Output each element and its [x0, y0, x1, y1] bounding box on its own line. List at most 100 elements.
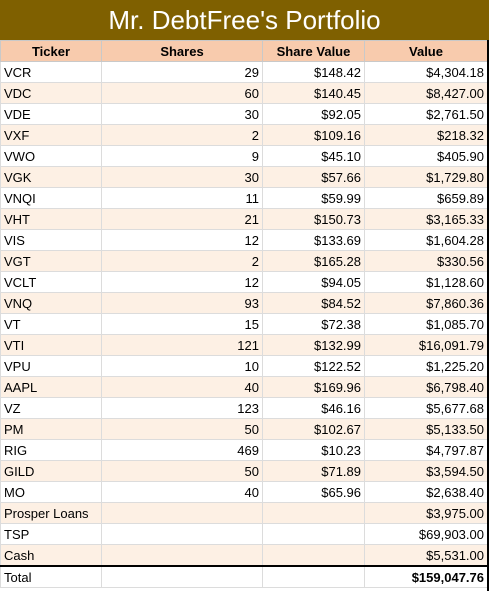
value-cell[interactable]: $1,604.28 [364, 229, 488, 251]
header-ticker[interactable]: Ticker [0, 40, 102, 62]
total-share-value-cell[interactable] [262, 565, 365, 588]
ticker-cell[interactable]: VCR [0, 61, 102, 83]
share-value-cell[interactable]: $122.52 [262, 355, 365, 377]
value-cell[interactable]: $5,133.50 [364, 418, 488, 440]
share-value-cell[interactable]: $10.23 [262, 439, 365, 461]
shares-cell[interactable]: 10 [101, 355, 263, 377]
share-value-cell[interactable]: $133.69 [262, 229, 365, 251]
shares-cell[interactable]: 2 [101, 124, 263, 146]
ticker-cell[interactable]: VNQI [0, 187, 102, 209]
ticker-cell[interactable]: VGT [0, 250, 102, 272]
shares-cell[interactable]: 30 [101, 166, 263, 188]
ticker-cell[interactable]: VXF [0, 124, 102, 146]
value-cell[interactable]: $7,860.36 [364, 292, 488, 314]
ticker-cell[interactable]: VTI [0, 334, 102, 356]
header-shares[interactable]: Shares [101, 40, 263, 62]
shares-cell[interactable]: 40 [101, 481, 263, 503]
share-value-cell[interactable]: $46.16 [262, 397, 365, 419]
shares-cell[interactable]: 469 [101, 439, 263, 461]
share-value-cell[interactable]: $102.67 [262, 418, 365, 440]
share-value-cell[interactable]: $72.38 [262, 313, 365, 335]
shares-cell[interactable]: 12 [101, 271, 263, 293]
share-value-cell[interactable]: $84.52 [262, 292, 365, 314]
shares-cell[interactable]: 123 [101, 397, 263, 419]
share-value-cell[interactable]: $57.66 [262, 166, 365, 188]
shares-cell[interactable]: 12 [101, 229, 263, 251]
value-cell[interactable]: $3,594.50 [364, 460, 488, 482]
value-cell[interactable]: $330.56 [364, 250, 488, 272]
shares-cell[interactable]: 50 [101, 418, 263, 440]
ticker-cell[interactable]: RIG [0, 439, 102, 461]
share-value-cell[interactable]: $165.28 [262, 250, 365, 272]
ticker-cell[interactable]: VT [0, 313, 102, 335]
value-cell[interactable]: $6,798.40 [364, 376, 488, 398]
ticker-cell[interactable]: GILD [0, 460, 102, 482]
share-value-cell[interactable]: $94.05 [262, 271, 365, 293]
total-label-cell[interactable]: Total [0, 565, 102, 588]
value-cell[interactable]: $5,677.68 [364, 397, 488, 419]
total-value-cell[interactable]: $159,047.76 [364, 565, 488, 588]
value-cell[interactable]: $5,531.00 [364, 544, 488, 567]
ticker-cell[interactable]: VWO [0, 145, 102, 167]
share-value-cell[interactable]: $45.10 [262, 145, 365, 167]
header-share-value[interactable]: Share Value [262, 40, 365, 62]
value-cell[interactable]: $1,225.20 [364, 355, 488, 377]
share-value-cell[interactable]: $65.96 [262, 481, 365, 503]
value-cell[interactable]: $3,975.00 [364, 502, 488, 524]
ticker-cell[interactable]: VCLT [0, 271, 102, 293]
sheet-title[interactable]: Mr. DebtFree's Portfolio [0, 0, 489, 40]
value-cell[interactable]: $69,903.00 [364, 523, 488, 545]
ticker-cell[interactable]: VIS [0, 229, 102, 251]
share-value-cell[interactable]: $148.42 [262, 61, 365, 83]
shares-cell[interactable]: 93 [101, 292, 263, 314]
ticker-cell[interactable]: VGK [0, 166, 102, 188]
header-value[interactable]: Value [364, 40, 488, 62]
value-cell[interactable]: $3,165.33 [364, 208, 488, 230]
shares-cell[interactable]: 11 [101, 187, 263, 209]
value-cell[interactable]: $1,128.60 [364, 271, 488, 293]
value-cell[interactable]: $8,427.00 [364, 82, 488, 104]
value-cell[interactable]: $659.89 [364, 187, 488, 209]
ticker-cell[interactable]: VZ [0, 397, 102, 419]
share-value-cell[interactable]: $109.16 [262, 124, 365, 146]
shares-cell[interactable]: 121 [101, 334, 263, 356]
value-cell[interactable]: $2,638.40 [364, 481, 488, 503]
shares-cell[interactable]: 21 [101, 208, 263, 230]
shares-cell[interactable] [101, 523, 263, 545]
shares-cell[interactable]: 60 [101, 82, 263, 104]
share-value-cell[interactable]: $169.96 [262, 376, 365, 398]
shares-cell[interactable] [101, 502, 263, 524]
value-cell[interactable]: $218.32 [364, 124, 488, 146]
value-cell[interactable]: $16,091.79 [364, 334, 488, 356]
value-cell[interactable]: $1,085.70 [364, 313, 488, 335]
share-value-cell[interactable]: $150.73 [262, 208, 365, 230]
ticker-cell[interactable]: VPU [0, 355, 102, 377]
ticker-cell[interactable]: VHT [0, 208, 102, 230]
ticker-cell[interactable]: VNQ [0, 292, 102, 314]
total-shares-cell[interactable] [101, 565, 263, 588]
shares-cell[interactable]: 29 [101, 61, 263, 83]
shares-cell[interactable]: 2 [101, 250, 263, 272]
shares-cell[interactable]: 15 [101, 313, 263, 335]
shares-cell[interactable]: 50 [101, 460, 263, 482]
shares-cell[interactable]: 9 [101, 145, 263, 167]
share-value-cell[interactable]: $132.99 [262, 334, 365, 356]
ticker-cell[interactable]: TSP [0, 523, 102, 545]
value-cell[interactable]: $4,797.87 [364, 439, 488, 461]
share-value-cell[interactable]: $140.45 [262, 82, 365, 104]
share-value-cell[interactable]: $71.89 [262, 460, 365, 482]
ticker-cell[interactable]: Prosper Loans [0, 502, 102, 524]
value-cell[interactable]: $405.90 [364, 145, 488, 167]
ticker-cell[interactable]: MO [0, 481, 102, 503]
value-cell[interactable]: $4,304.18 [364, 61, 488, 83]
shares-cell[interactable]: 30 [101, 103, 263, 125]
share-value-cell[interactable] [262, 544, 365, 567]
ticker-cell[interactable]: VDE [0, 103, 102, 125]
ticker-cell[interactable]: AAPL [0, 376, 102, 398]
share-value-cell[interactable]: $92.05 [262, 103, 365, 125]
ticker-cell[interactable]: PM [0, 418, 102, 440]
share-value-cell[interactable] [262, 502, 365, 524]
shares-cell[interactable]: 40 [101, 376, 263, 398]
ticker-cell[interactable]: VDC [0, 82, 102, 104]
share-value-cell[interactable]: $59.99 [262, 187, 365, 209]
